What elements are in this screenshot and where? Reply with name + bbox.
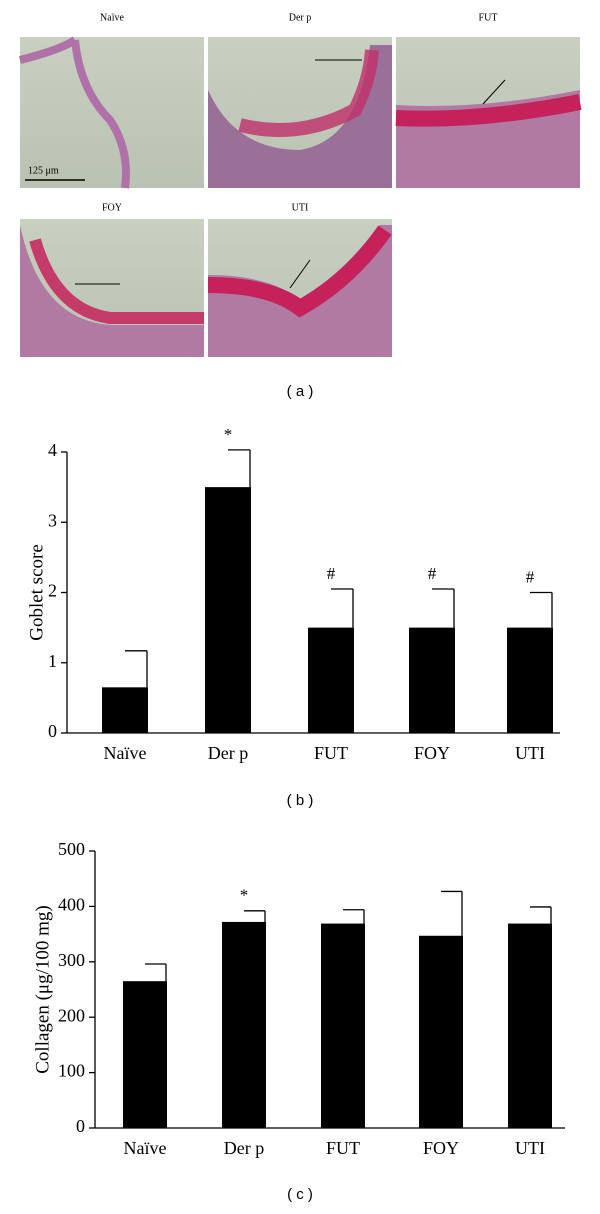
bar [222,921,266,1128]
y-tick-label: 3 [48,510,57,530]
y-axis-label: Goblet score [26,544,47,641]
tissue [208,225,392,357]
goblet-cells [238,49,379,137]
x-tick-label: FUT [314,743,348,763]
x-tick-label: Der p [224,1138,264,1158]
y-tick-label: 200 [58,1005,85,1025]
x-tick-label: Naïve [124,1138,167,1158]
y-tick-label: 1 [48,651,57,671]
goblet-cells [395,94,582,127]
x-tick-label: FOY [414,743,450,763]
micrographs [19,36,582,357]
y-axis-label: Collagen (μg/100 mg) [32,905,53,1074]
caption: ( a ) [287,383,314,400]
arrow [289,259,311,289]
caption: ( b ) [287,792,314,809]
micrograph-label: FOY [102,202,122,213]
y-tick-label: 100 [58,1061,85,1081]
annotation: * [224,425,233,444]
y-tick-label: 0 [48,721,57,741]
y-tick-label: 2 [48,581,57,601]
micrograph-label: Der p [289,12,312,23]
scale-label: 125 μm [28,165,59,176]
annotation: # [428,564,437,583]
goblet-cells [207,225,392,318]
micrograph-label: FUT [479,12,498,23]
tissue [20,225,204,357]
x-tick-label: FUT [326,1138,360,1158]
bar [123,981,167,1128]
bar [507,627,553,733]
annotation: # [526,567,535,586]
y-tick-label: 400 [58,895,85,915]
micrograph-label: Naïve [100,12,124,23]
y-tick-label: 300 [58,950,85,970]
bar [102,687,148,733]
tissue [208,45,392,188]
goblet-cells [29,238,204,324]
x-tick-label: UTI [515,743,545,763]
bar [409,627,455,733]
arrow [482,79,506,105]
x-tick-label: Der p [208,743,248,763]
x-tick-label: UTI [515,1138,545,1158]
bar [308,627,354,733]
micrograph-label: UTI [292,202,309,213]
bar [419,935,463,1128]
bar [321,923,365,1128]
caption: ( c ) [287,1186,313,1203]
y-tick-label: 500 [58,839,85,859]
tissue [19,36,130,189]
bar [508,923,552,1128]
y-tick-label: 4 [48,440,57,460]
micrograph [20,37,204,188]
bar [205,487,251,733]
annotation: * [240,886,249,905]
x-tick-label: FOY [423,1138,459,1158]
x-tick-label: Naïve [104,743,147,763]
annotation: # [327,564,336,583]
y-tick-label: 0 [76,1116,85,1136]
